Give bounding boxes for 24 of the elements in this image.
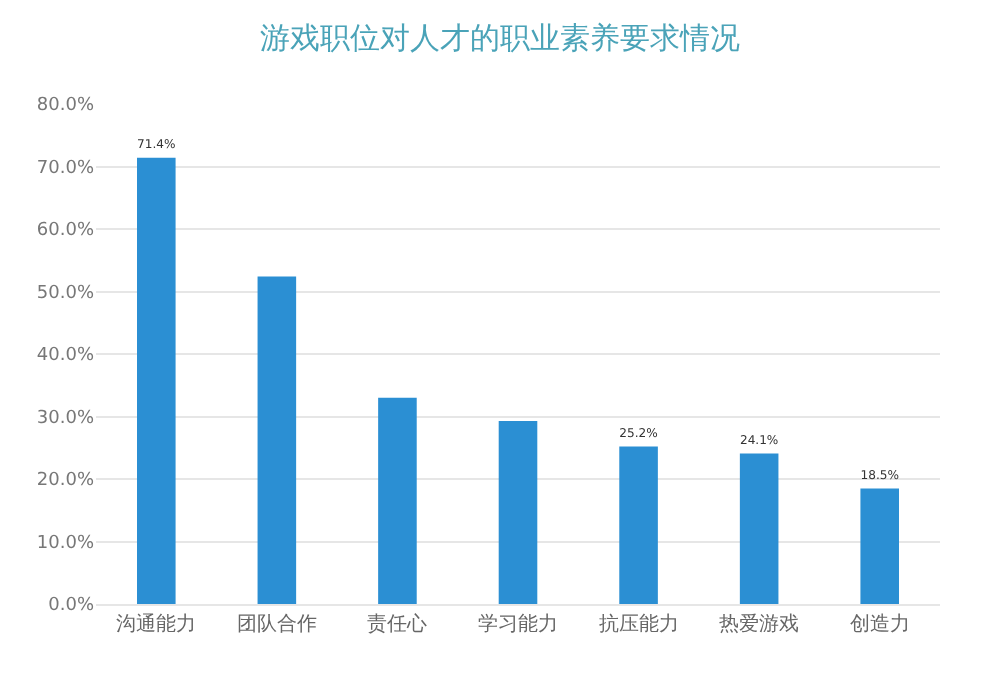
y-tick-label: 60.0% — [36, 221, 95, 242]
bar — [619, 446, 658, 604]
y-tick-label: 0.0% — [48, 596, 95, 617]
x-tick-label: 创造力 — [849, 612, 910, 636]
y-tick-label: 80.0% — [36, 96, 95, 117]
x-tick-label: 热爱游戏 — [719, 612, 800, 636]
bar — [378, 397, 417, 604]
bar — [498, 420, 538, 604]
chart-title: 游戏职位对人才的职业素养要求情况 — [260, 20, 740, 57]
bar — [137, 157, 176, 604]
y-tick-label: 10.0% — [36, 533, 95, 554]
y-tick-label: 70.0% — [36, 158, 95, 179]
bar — [739, 453, 779, 604]
x-tick-label: 沟通能力 — [116, 612, 197, 636]
x-tick-label: 学习能力 — [478, 612, 558, 636]
bar — [860, 488, 899, 604]
y-tick-label: 30.0% — [36, 408, 95, 429]
bar — [257, 276, 297, 604]
y-tick-label: 20.0% — [36, 471, 95, 492]
x-tick-label: 责任心 — [367, 612, 428, 636]
x-tick-label: 抗压能力 — [598, 612, 679, 636]
y-tick-label: 40.0% — [36, 346, 95, 367]
x-tick-label: 团队合作 — [236, 612, 317, 636]
y-tick-label: 50.0% — [36, 283, 95, 304]
